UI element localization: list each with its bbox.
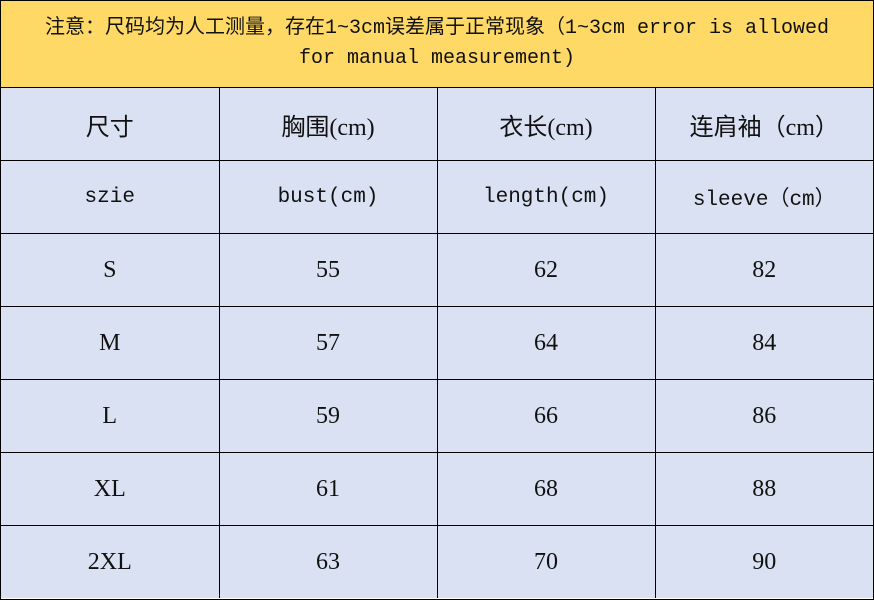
table-cell: 55 xyxy=(218,233,438,307)
table-cell: sleeve（cm） xyxy=(654,160,873,234)
table-row: L 59 66 86 xyxy=(1,379,873,453)
table-cell: length(cm) xyxy=(436,160,656,234)
table-cell: 70 xyxy=(436,525,656,598)
table-cell: 88 xyxy=(654,452,873,526)
table-cell: 胸围(cm) xyxy=(218,88,438,161)
table-cell: 84 xyxy=(654,306,873,380)
table-cell: 90 xyxy=(654,525,873,598)
table-cell: L xyxy=(1,379,220,453)
table-cell: 尺寸 xyxy=(1,88,220,161)
table-row: S 55 62 82 xyxy=(1,233,873,307)
table-cell: 86 xyxy=(654,379,873,453)
table-cell: 68 xyxy=(436,452,656,526)
table-cell: 衣长(cm) xyxy=(436,88,656,161)
measurement-note: 注意：尺码均为人工测量，存在1~3cm误差属于正常现象（1~3cm error … xyxy=(1,1,873,88)
table-cell: M xyxy=(1,306,220,380)
table-cell: bust(cm) xyxy=(218,160,438,234)
table-cell: 61 xyxy=(218,452,438,526)
table-cell: 62 xyxy=(436,233,656,307)
table-cell: 63 xyxy=(218,525,438,598)
table-cell: XL xyxy=(1,452,220,526)
table-cell: 64 xyxy=(436,306,656,380)
table-cell: 59 xyxy=(218,379,438,453)
table-cell: 57 xyxy=(218,306,438,380)
table-cell: 66 xyxy=(436,379,656,453)
table-row: 2XL 63 70 90 xyxy=(1,525,873,598)
table-cell: 连肩袖（cm） xyxy=(654,88,873,161)
header-row-chinese: 尺寸 胸围(cm) 衣长(cm) 连肩袖（cm） xyxy=(1,88,873,161)
table-row: M 57 64 84 xyxy=(1,306,873,380)
table-cell: 2XL xyxy=(1,525,220,598)
table-cell: S xyxy=(1,233,220,307)
table-cell: szie xyxy=(1,160,220,234)
size-table: 尺寸 胸围(cm) 衣长(cm) 连肩袖（cm） szie bust(cm) length(… xyxy=(1,88,873,598)
header-row-english: szie bust(cm) length(cm) sleeve（cm） xyxy=(1,160,873,234)
table-row: XL 61 68 88 xyxy=(1,452,873,526)
table-cell: 82 xyxy=(654,233,873,307)
